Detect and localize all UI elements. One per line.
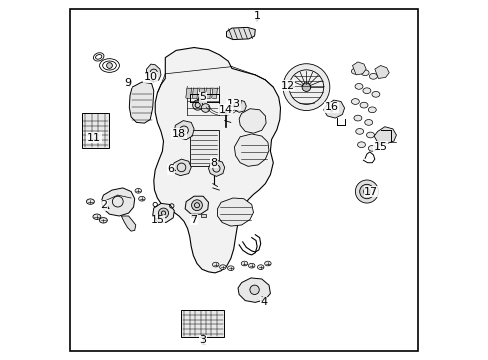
Text: 13: 13 bbox=[226, 99, 240, 109]
Polygon shape bbox=[146, 64, 161, 82]
Ellipse shape bbox=[371, 91, 379, 97]
Circle shape bbox=[191, 200, 202, 211]
Ellipse shape bbox=[351, 99, 359, 104]
Circle shape bbox=[249, 285, 259, 294]
Bar bbox=[181, 310, 224, 337]
Polygon shape bbox=[185, 88, 191, 98]
Ellipse shape bbox=[99, 217, 107, 223]
Text: 14: 14 bbox=[218, 105, 232, 115]
Polygon shape bbox=[233, 100, 246, 112]
Polygon shape bbox=[101, 188, 134, 216]
Text: 15: 15 bbox=[373, 142, 387, 152]
Text: 18: 18 bbox=[172, 129, 185, 139]
Polygon shape bbox=[174, 121, 194, 140]
Bar bbox=[189, 130, 218, 166]
Text: 9: 9 bbox=[123, 78, 131, 88]
Ellipse shape bbox=[359, 102, 367, 108]
Ellipse shape bbox=[264, 261, 270, 266]
Ellipse shape bbox=[100, 59, 119, 72]
Polygon shape bbox=[199, 88, 204, 98]
Text: 10: 10 bbox=[143, 72, 158, 82]
Text: 15: 15 bbox=[150, 215, 164, 225]
Ellipse shape bbox=[219, 265, 225, 269]
Polygon shape bbox=[211, 88, 217, 98]
Text: 12: 12 bbox=[280, 81, 294, 91]
Bar bbox=[201, 214, 205, 217]
Ellipse shape bbox=[361, 70, 368, 76]
Polygon shape bbox=[208, 160, 224, 176]
Polygon shape bbox=[185, 196, 208, 214]
Ellipse shape bbox=[357, 142, 365, 148]
Ellipse shape bbox=[366, 132, 374, 138]
Ellipse shape bbox=[227, 266, 234, 271]
Bar bbox=[191, 214, 195, 217]
Ellipse shape bbox=[364, 120, 372, 125]
Ellipse shape bbox=[367, 145, 375, 151]
Polygon shape bbox=[217, 198, 253, 226]
Bar bbox=[81, 113, 108, 148]
Circle shape bbox=[359, 184, 373, 199]
Ellipse shape bbox=[93, 53, 104, 61]
Circle shape bbox=[302, 83, 310, 91]
Polygon shape bbox=[192, 88, 198, 98]
Ellipse shape bbox=[248, 264, 254, 268]
Polygon shape bbox=[373, 127, 396, 144]
Polygon shape bbox=[129, 82, 153, 123]
Text: 1: 1 bbox=[253, 11, 260, 21]
Polygon shape bbox=[121, 216, 136, 231]
Ellipse shape bbox=[93, 214, 101, 219]
Ellipse shape bbox=[139, 197, 145, 201]
Ellipse shape bbox=[257, 265, 264, 269]
Polygon shape bbox=[152, 203, 174, 222]
Ellipse shape bbox=[135, 189, 141, 193]
Text: 3: 3 bbox=[199, 335, 206, 345]
Text: 4: 4 bbox=[260, 297, 267, 307]
Ellipse shape bbox=[86, 199, 94, 204]
Circle shape bbox=[355, 180, 378, 203]
Text: 16: 16 bbox=[324, 102, 338, 112]
Text: 11: 11 bbox=[87, 132, 101, 143]
Polygon shape bbox=[323, 100, 344, 118]
Ellipse shape bbox=[367, 107, 375, 113]
Polygon shape bbox=[374, 66, 388, 78]
Circle shape bbox=[363, 188, 369, 195]
Polygon shape bbox=[234, 134, 268, 166]
Text: 6: 6 bbox=[167, 164, 174, 174]
Text: 8: 8 bbox=[210, 158, 217, 168]
Ellipse shape bbox=[241, 261, 247, 266]
Ellipse shape bbox=[212, 262, 219, 267]
Polygon shape bbox=[205, 88, 211, 98]
Text: 2: 2 bbox=[101, 200, 107, 210]
Circle shape bbox=[288, 70, 323, 104]
Circle shape bbox=[158, 208, 168, 218]
Circle shape bbox=[182, 129, 185, 132]
Ellipse shape bbox=[351, 68, 359, 74]
Text: 17: 17 bbox=[364, 186, 378, 197]
Ellipse shape bbox=[354, 84, 362, 89]
Ellipse shape bbox=[353, 115, 361, 121]
Circle shape bbox=[192, 100, 203, 110]
Circle shape bbox=[201, 104, 209, 112]
Polygon shape bbox=[153, 48, 280, 273]
Text: 7: 7 bbox=[190, 215, 197, 225]
Text: 5: 5 bbox=[199, 92, 206, 102]
Polygon shape bbox=[239, 109, 265, 133]
Polygon shape bbox=[226, 27, 255, 40]
Polygon shape bbox=[238, 278, 270, 302]
Polygon shape bbox=[171, 159, 191, 176]
Ellipse shape bbox=[362, 88, 370, 94]
Ellipse shape bbox=[355, 129, 363, 134]
Circle shape bbox=[283, 64, 329, 111]
Ellipse shape bbox=[368, 73, 377, 79]
Circle shape bbox=[106, 63, 112, 68]
Polygon shape bbox=[352, 62, 366, 75]
